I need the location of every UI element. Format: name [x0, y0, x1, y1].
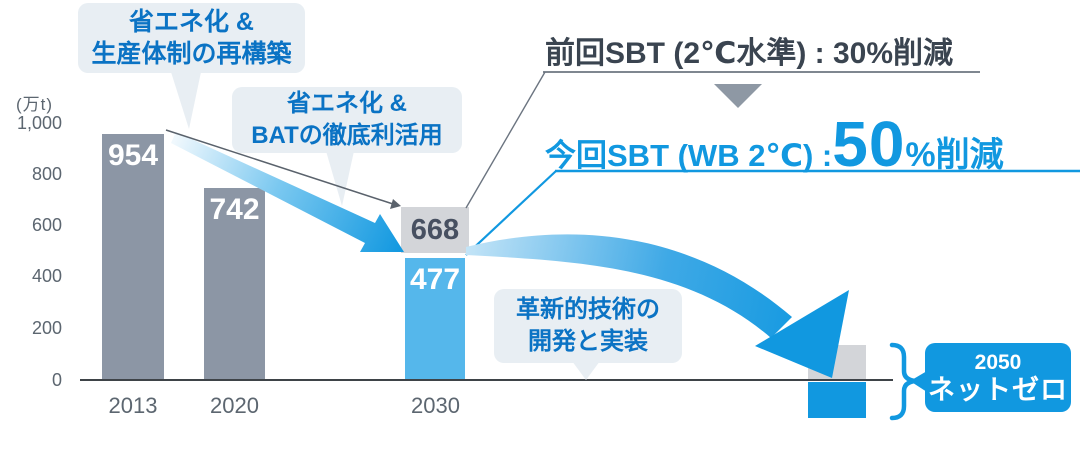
current-sbt-suffix: %削減 [905, 136, 1004, 174]
x-label-2020: 2020 [210, 393, 259, 418]
netzero-label-box: 2050 ネットゼロ [925, 343, 1071, 412]
bar-2030-previous-target: 668 [401, 207, 469, 253]
previous-sbt-headline: 前回SBT (2℃水準) : 30%削減 [545, 37, 954, 70]
callout-energy-restructure-pointer [171, 72, 201, 129]
bar-2050-removal [808, 382, 866, 418]
x-label-2030: 2030 [411, 393, 460, 418]
callout-innovation-line2: 開発と実装 [528, 328, 648, 355]
callout-bat-pointer [326, 151, 354, 206]
netzero-text: ネットゼロ [928, 375, 1068, 405]
bar-2013: 954 [102, 134, 164, 380]
callout-energy-restructure-line1: 省エネ化 & [128, 8, 254, 36]
callout-bat: 省エネ化 & BATの徹底利活用 [232, 87, 462, 153]
callout-bat-line1: 省エネ化 & [287, 90, 407, 117]
callout-innovation: 革新的技術の 開発と実装 [494, 289, 682, 363]
x-axis-line [80, 379, 893, 381]
y-tick-0: 0 [51, 370, 62, 390]
bar-2020-value: 742 [209, 193, 260, 226]
callout-energy-restructure-line2: 生産体制の再構築 [91, 40, 292, 68]
callout-energy-restructure: 省エネ化 & 生産体制の再構築 [78, 3, 305, 73]
bar-2030-new-target: 477 [405, 258, 465, 380]
bau-connector-arrowhead [390, 199, 401, 209]
current-sbt-prefix: 今回SBT (WB 2℃) : [545, 138, 833, 173]
current-sbt-highlight-50: 50 [832, 108, 906, 180]
bar-2013-value: 954 [107, 139, 159, 172]
bar-2030-previous-target-value: 668 [410, 214, 460, 246]
callout-innovation-line1: 革新的技術の [516, 296, 660, 323]
y-tick-800: 800 [31, 164, 62, 184]
y-tick-600: 600 [31, 215, 62, 235]
bar-2030-new-target-value: 477 [409, 263, 461, 296]
y-axis-unit-label: (万t) [16, 95, 54, 114]
x-label-2013: 2013 [108, 393, 158, 418]
current-sbt-headline: 今回SBT (WB 2℃) : 50 %削減 [545, 112, 1004, 176]
y-tick-200: 200 [31, 318, 62, 338]
down-triangle-icon [714, 84, 762, 108]
y-tick-1000: 1,000 [16, 113, 62, 133]
previous-sbt-connector-line [465, 71, 546, 209]
current-sbt-connector-line [465, 170, 557, 256]
callout-innovation-pointer [572, 361, 600, 380]
netzero-year: 2050 [974, 351, 1022, 374]
y-tick-400: 400 [31, 266, 62, 286]
bar-2050-residual [808, 345, 866, 379]
bar-2020: 742 [204, 188, 265, 380]
callout-bat-line2: BATの徹底利活用 [251, 122, 443, 149]
netzero-brace [889, 342, 917, 421]
